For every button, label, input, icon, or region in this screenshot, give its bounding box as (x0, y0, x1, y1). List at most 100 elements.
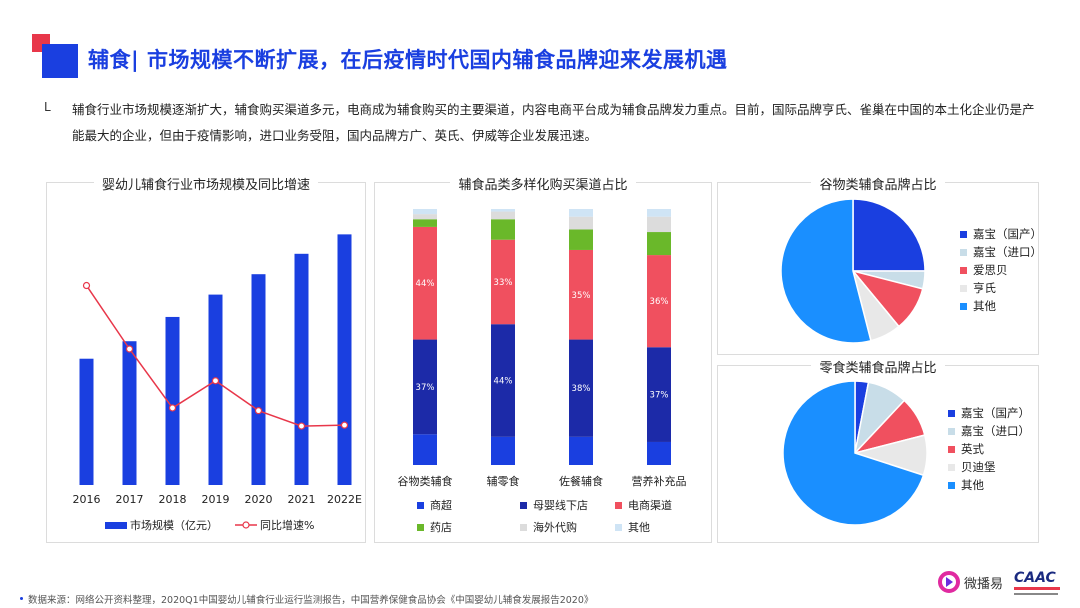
legend-item-嘉宝（进口）: 嘉宝（进口） (960, 243, 1042, 261)
stack-佐餐辅食-母婴线下店 (569, 339, 593, 437)
legend-swatch (960, 230, 967, 238)
stack-佐餐辅食-商超 (569, 436, 593, 465)
stack-佐餐辅食-其他 (569, 209, 593, 217)
stack-营养补充品-药店 (647, 232, 671, 256)
market-size-chart: 2016 2017 2018 2019 2020 2021 2022E 市场规模（亿元） 同比增… (73, 234, 362, 532)
legend-swatch-海外代购 (520, 524, 527, 531)
market-size-panel: 婴幼儿辅食行业市场规模及同比增速 2016 2017 2018 2019 2020 202… (46, 178, 366, 543)
data-label-谷物类辅食-电商渠道: 44% (416, 279, 435, 289)
legend-label: 嘉宝（国产） (973, 227, 1042, 241)
pie-slice-嘉宝（国产） (852, 198, 926, 272)
snack-pie-chart (782, 380, 928, 526)
legend-label-母婴线下店: 母婴线下店 (533, 498, 588, 512)
data-label-佐餐辅食-母婴线下店: 38% (572, 384, 591, 394)
play-icon (938, 571, 960, 593)
bar-market-size-2021 (294, 253, 309, 485)
snack-legend: 嘉宝（国产） 嘉宝（进口） 英式 贝迪堡 其他 (948, 404, 1030, 494)
legend-item-爱思贝: 爱思贝 (960, 261, 1042, 279)
growth-point-2021 (297, 422, 306, 430)
stack-谷物类辅食-药店 (413, 219, 437, 227)
channel-chart: 37% 44% 谷物类辅食 44% 33% 辅零食 38% 35% 佐餐辅食 37% 36% 营养补充… (398, 209, 687, 534)
chart-title-channel: 辅食品类多样化购买渠道占比 (450, 178, 636, 193)
legend-swatch-商超 (417, 502, 424, 509)
stack-佐餐辅食-海外代购 (569, 216, 593, 230)
growth-point-2020 (254, 407, 263, 415)
cereal-legend: 嘉宝（国产） 嘉宝（进口） 爱思贝亨氏其他 (960, 225, 1042, 315)
legend-swatch (948, 427, 955, 435)
growth-point-2016 (82, 281, 91, 290)
legend-swatch-药店 (417, 524, 424, 531)
chart-title-market-size: 婴幼儿辅食行业市场规模及同比增速 (93, 178, 318, 193)
stack-辅零食-其他 (491, 209, 515, 212)
legend-label: 嘉宝（国产） (961, 406, 1030, 420)
title-accent-blue (42, 44, 78, 78)
x-tick-2021: 2021 (288, 493, 316, 506)
x-tick-2020: 2020 (245, 493, 273, 506)
legend-swatch (960, 284, 967, 292)
stack-辅零食-商超 (491, 436, 515, 465)
legend-label-market-size: 市场规模（亿元） (130, 518, 218, 532)
legend-swatch (960, 248, 967, 256)
growth-point-2022E (340, 421, 349, 429)
chart-title-cereal: 谷物类辅食品牌占比 (811, 178, 945, 193)
x-tick-辅零食: 辅零食 (487, 474, 520, 488)
bar-market-size-2019 (208, 294, 223, 485)
stack-谷物类辅食-商超 (413, 434, 437, 465)
legend-marker-growth (242, 521, 250, 529)
data-source-footer: 数据来源：网络公开资料整理，2020Q1中国婴幼儿辅食行业运行监测报告，中国营养… (28, 595, 594, 606)
legend-item-嘉宝（国产）: 嘉宝（国产） (960, 225, 1042, 243)
bar-market-size-2017 (122, 341, 137, 485)
legend-item-其他: 其他 (948, 476, 1030, 494)
page-title: 辅食| 市场规模不断扩展，在后疫情时代国内辅食品牌迎来发展机遇 (88, 48, 728, 72)
legend-swatch (960, 266, 967, 274)
weiboyi-logo: 微播易 (938, 571, 1003, 593)
stack-谷物类辅食-其他 (413, 209, 437, 215)
legend-label-growth: 同比增速% (260, 518, 314, 532)
legend-swatch (948, 409, 955, 417)
stack-营养补充品-商超 (647, 441, 671, 465)
legend-swatch-其他 (615, 524, 622, 531)
legend-label: 爱思贝 (973, 263, 1008, 277)
bar-market-size-2018 (165, 316, 180, 485)
legend-label: 嘉宝（进口） (973, 245, 1042, 259)
stack-营养补充品-母婴线下店 (647, 347, 671, 442)
legend-label-药店: 药店 (430, 520, 452, 534)
data-label-辅零食-电商渠道: 33% (494, 278, 513, 288)
x-tick-佐餐辅食: 佐餐辅食 (559, 474, 603, 488)
bar-market-size-2016 (79, 358, 94, 485)
data-label-谷物类辅食-母婴线下店: 37% (416, 383, 435, 393)
chart-title-snack: 零食类辅食品牌占比 (811, 361, 945, 376)
bar-market-size-2022E (337, 234, 352, 485)
legend-swatch (960, 302, 967, 310)
legend-item-亨氏: 亨氏 (960, 279, 1042, 297)
caac-logo: CAAC (1014, 570, 1066, 600)
pie-slice-其他 (780, 198, 872, 344)
channel-panel: 辅食品类多样化购买渠道占比 37% 44% 谷物类辅食 44% 33% 辅零食 38% 35%… (374, 178, 712, 543)
stack-佐餐辅食-药店 (569, 229, 593, 250)
legend-label: 亨氏 (973, 281, 996, 295)
legend-swatch (948, 463, 955, 471)
legend-item-嘉宝（国产）: 嘉宝（国产） (948, 404, 1030, 422)
legend-swatch-母婴线下店 (520, 502, 527, 509)
stack-营养补充品-电商渠道 (647, 255, 671, 348)
stack-谷物类辅食-海外代购 (413, 214, 437, 220)
legend-item-贝迪堡: 贝迪堡 (948, 458, 1030, 476)
stack-辅零食-母婴线下店 (491, 324, 515, 437)
x-tick-谷物类辅食: 谷物类辅食 (398, 474, 453, 488)
x-tick-2018: 2018 (159, 493, 187, 506)
legend-item-嘉宝（进口）: 嘉宝（进口） (948, 422, 1030, 440)
data-label-辅零食-母婴线下店: 44% (494, 377, 513, 387)
summary-bullet: L (44, 100, 51, 114)
stack-辅零食-药店 (491, 219, 515, 240)
legend-label: 贝迪堡 (961, 460, 996, 474)
growth-point-2018 (168, 404, 177, 412)
x-tick-2017: 2017 (116, 493, 144, 506)
footer-bullet (20, 597, 23, 600)
legend-label: 其他 (973, 299, 996, 313)
data-label-营养补充品-母婴线下店: 37% (650, 391, 669, 401)
x-tick-2016: 2016 (73, 493, 101, 506)
x-tick-营养补充品: 营养补充品 (632, 474, 687, 488)
growth-point-2017 (125, 345, 134, 353)
legend-swatch-market-size (105, 522, 127, 529)
legend-label-海外代购: 海外代购 (533, 520, 577, 534)
